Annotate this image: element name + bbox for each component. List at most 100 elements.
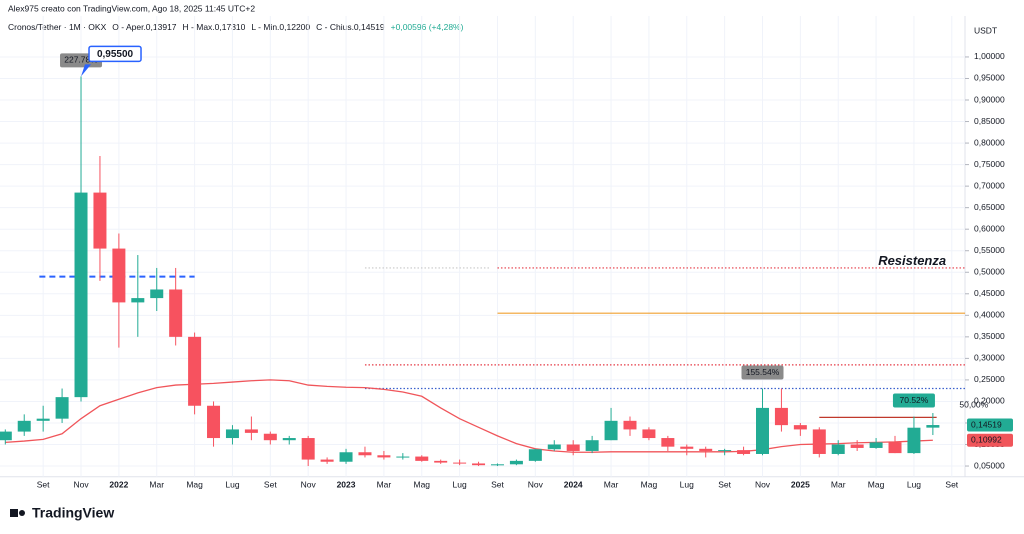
candle-body [282,438,296,441]
candle-body [207,405,221,439]
price-tag [967,433,1013,447]
candle-body [358,452,372,456]
price-tag-label: 0,10992 [971,434,1002,444]
price-tag-label: 0,14519 [971,419,1002,429]
y-tick-label: 0,70000 [974,180,1005,190]
y-tick-label: 0,65000 [974,202,1005,212]
x-tick-label: Nov [73,479,89,489]
x-tick-label: Nov [301,479,317,489]
candle-body [169,289,183,337]
candle-body [0,431,12,441]
candle-body [869,442,883,448]
x-tick-label: Mag [413,479,430,489]
candle-body [490,464,504,466]
x-tick-label: Set [491,479,504,489]
x-tick-label: Set [37,479,50,489]
candle-body [225,429,239,439]
candle-body [320,459,334,462]
price-tag [967,418,1013,432]
candle-body [926,425,940,428]
candle-body [699,448,713,451]
candle-body [93,192,107,249]
candle-body [774,407,788,426]
y-tick-label: 0,85000 [974,116,1005,126]
x-tick-label: Set [264,479,277,489]
x-tick-label: Lug [907,479,921,489]
candle-body [55,397,69,419]
x-tick-label: Mar [604,479,619,489]
y-tick-label: 0,95000 [974,73,1005,83]
x-tick-label: Mag [641,479,658,489]
candle-body [301,438,315,460]
candle-body [188,336,202,406]
candle-body [112,248,126,303]
candle-body [585,440,599,451]
annotation: 155.54% [746,367,780,377]
candle-body [17,420,31,432]
candle-body [263,433,277,441]
y-tick-label: 0,40000 [974,310,1005,320]
x-tick-label: Nov [528,479,544,489]
x-tick-label: Lug [453,479,467,489]
y-tick-label: 0,05000 [974,460,1005,470]
annotation: 227.78% [64,55,98,65]
annotation: 70.52% [900,395,929,405]
x-tick-label: Mar [831,479,846,489]
y-tick-label: 0,45000 [974,288,1005,298]
legend: Cronos/Tether · 1M · OKX O - Aper.0,13917… [8,22,464,32]
candle-body [907,427,921,454]
candle-body [812,429,826,454]
y-tick-label: 0,50000 [974,267,1005,277]
legend-item: O - Aper.0,13917 [112,22,177,32]
x-tick-label: 2023 [337,479,356,489]
candle-body [396,456,410,458]
logo [10,509,25,517]
candle-body [623,420,637,430]
candle-body [680,446,694,449]
candle-body [566,444,580,451]
y-tick-label: 0,30000 [974,353,1005,363]
candle-body [453,462,467,464]
annotation: Resistenza [878,253,946,268]
x-tick-label: 2022 [109,479,128,489]
y-tick-label: 1,00000 [974,51,1005,61]
marker-label: 0,95500 [97,49,134,60]
candle-body [718,450,732,452]
candle-body [661,438,675,447]
annotation: 50,00% [959,400,988,410]
legend-item: H - Max.0,17310 [183,22,246,32]
x-tick-label: Set [945,479,958,489]
y-tick-label: 0,90000 [974,94,1005,104]
candle-body [131,298,145,303]
candle-body [831,444,845,454]
candle-body [150,289,164,299]
footer-logo: TradingView [32,505,114,521]
candle-body [244,429,258,433]
y-tick-label: 0,80000 [974,137,1005,147]
x-tick-label: Nov [755,479,771,489]
candle-body [547,444,561,450]
legend-item: C - Chius.0,14519 [316,22,385,32]
y-tick-label: 0,75000 [974,159,1005,169]
axis-title: USDT [974,25,997,35]
marker-box [88,45,142,63]
candle-body [642,429,656,439]
candle-body [888,442,902,454]
x-tick-label: Mag [186,479,203,489]
candle-body [377,455,391,458]
x-tick-label: 2025 [791,479,810,489]
candle-body [528,449,542,461]
candle-body [793,425,807,430]
candle-body [756,407,769,454]
annotation-box [892,393,935,408]
candle-body [74,192,88,398]
x-tick-label: Mar [377,479,392,489]
x-tick-label: Mar [149,479,164,489]
x-tick-label: Lug [225,479,239,489]
legend-item: L - Min.0,12200 [251,22,310,32]
legend-item: +0,00596 (+4,28%) [391,22,464,32]
y-tick-label: 0,25000 [974,374,1005,384]
y-tick-label: 0,55000 [974,245,1005,255]
y-tick-label: 0,35000 [974,331,1005,341]
